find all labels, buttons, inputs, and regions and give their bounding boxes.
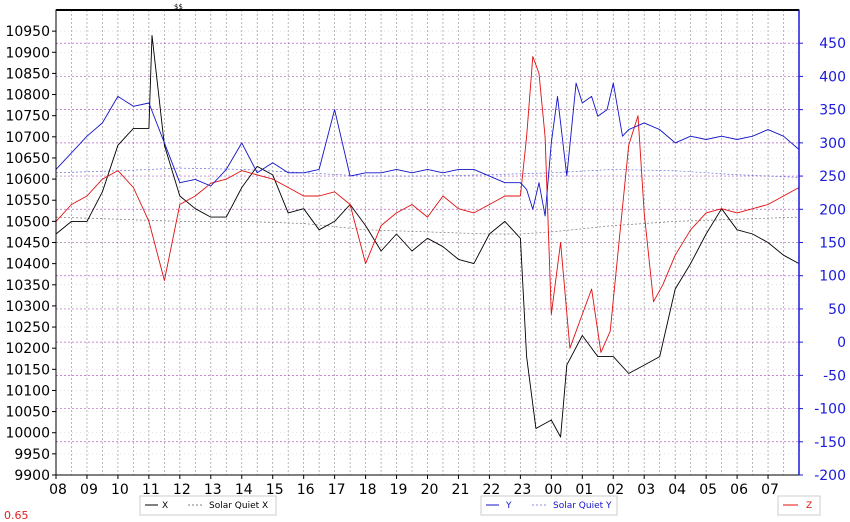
x-tick-label: 07 <box>761 482 779 498</box>
right-tick-label: 300 <box>819 136 846 152</box>
top-marker: $$ <box>174 3 183 11</box>
right-tick-label: 150 <box>819 236 846 252</box>
x-tick-label: 09 <box>80 482 98 498</box>
right-tick-label: 50 <box>828 302 846 318</box>
x-tick-label: 05 <box>699 482 717 498</box>
right-tick-label: -50 <box>823 368 846 384</box>
x-tick-label: 11 <box>142 482 160 498</box>
left-tick-label: 10350 <box>5 278 50 294</box>
x-tick-label: 12 <box>173 482 191 498</box>
x-tick-label: 16 <box>297 482 315 498</box>
x-tick-label: 10 <box>111 482 129 498</box>
left-tick-label: 9950 <box>14 447 50 463</box>
legend-y-quiet-label: Solar Quiet Y <box>553 501 612 511</box>
right-tick-label: 100 <box>819 269 846 285</box>
scale-label: 0.65 <box>4 509 29 522</box>
x-tick-label: 08 <box>49 482 67 498</box>
left-tick-label: 10550 <box>5 193 50 209</box>
left-tick-label: 10150 <box>5 362 50 378</box>
grid <box>55 10 800 476</box>
left-tick-label: 10200 <box>5 341 50 357</box>
left-tick-label: 10600 <box>5 172 50 188</box>
right-tick-label: 250 <box>819 169 846 185</box>
x-tick-label: 03 <box>637 482 655 498</box>
x-tick-label: 18 <box>359 482 377 498</box>
x-tick-label: 17 <box>328 482 346 498</box>
left-tick-label: 10400 <box>5 257 50 273</box>
legend-x: X Solar Quiet X <box>139 495 277 516</box>
right-axis: -200 -150 -100 -50 0 50 100 150 200 250 300 350 400 4… <box>799 36 846 484</box>
legend-x-quiet-label: Solar Quiet X <box>209 501 268 511</box>
right-tick-label: -200 <box>814 468 846 484</box>
legend-z-label: Z <box>806 501 812 511</box>
x-tick-label: 04 <box>668 482 686 498</box>
left-tick-label: 10700 <box>5 130 50 146</box>
series-solar-quiet-x <box>55 216 800 235</box>
x-tick-label: 22 <box>483 482 501 498</box>
left-tick-label: 10250 <box>5 320 50 336</box>
left-tick-label: 9900 <box>14 468 50 484</box>
left-tick-label: 10100 <box>5 383 50 399</box>
legend-z-box <box>777 495 821 516</box>
legend-x-box <box>139 495 277 516</box>
left-tick-label: 10850 <box>5 66 50 82</box>
left-axis: 9900 9950 10000 10050 10100 10150 10200 10250 10… <box>5 24 56 484</box>
x-tick-label: 21 <box>452 482 470 498</box>
right-tick-label: 450 <box>819 36 846 52</box>
right-tick-label: 0 <box>837 335 846 351</box>
x-tick-label: 02 <box>606 482 624 498</box>
legend-y-label: Y <box>505 501 512 511</box>
series-z <box>55 56 800 353</box>
left-tick-label: 10300 <box>5 299 50 315</box>
x-tick-label: 06 <box>730 482 748 498</box>
left-tick-label: 10050 <box>5 405 50 421</box>
legend-x-label: X <box>162 501 168 511</box>
x-tick-label: 00 <box>544 482 562 498</box>
series-layer <box>55 34 800 438</box>
right-tick-label: 200 <box>819 202 846 218</box>
series-y <box>55 82 800 217</box>
legend-y: Y Solar Quiet Y <box>480 495 618 516</box>
left-tick-label: 10450 <box>5 236 50 252</box>
left-tick-label: 10800 <box>5 88 50 104</box>
left-tick-label: 10950 <box>5 24 50 40</box>
legend-y-box <box>480 495 618 516</box>
series-x <box>55 34 800 438</box>
right-tick-label: 400 <box>819 69 846 85</box>
legend-z: Z <box>777 495 821 516</box>
x-tick-label: 13 <box>204 482 222 498</box>
x-tick-label: 14 <box>235 482 253 498</box>
left-tick-label: 10650 <box>5 151 50 167</box>
left-tick-label: 10750 <box>5 109 50 125</box>
x-axis: 08 09 10 11 12 13 14 15 16 17 18 19 20 21 22 23 00 01 02 03… <box>49 475 779 498</box>
right-tick-label: -150 <box>814 435 846 451</box>
x-tick-label: 01 <box>575 482 593 498</box>
x-tick-label: 23 <box>513 482 531 498</box>
right-tick-label: 350 <box>819 103 846 119</box>
x-tick-label: 20 <box>421 482 439 498</box>
left-tick-label: 10000 <box>5 426 50 442</box>
x-tick-label: 15 <box>266 482 284 498</box>
left-tick-label: 10900 <box>5 45 50 61</box>
x-tick-label: 19 <box>390 482 408 498</box>
left-tick-label: 10500 <box>5 214 50 230</box>
right-tick-label: -100 <box>814 402 846 418</box>
